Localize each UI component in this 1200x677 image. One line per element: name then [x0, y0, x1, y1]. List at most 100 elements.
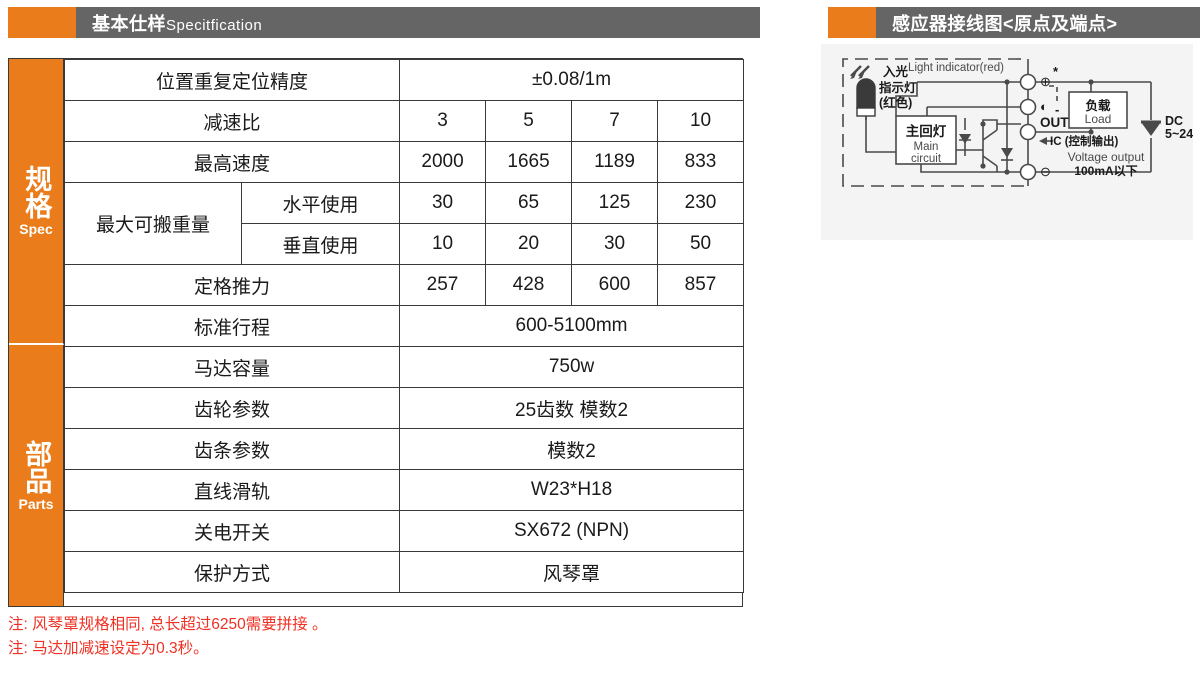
row-value: 模数2 [399, 428, 745, 470]
zener-diode-right-body [1001, 148, 1013, 158]
row-value: 风琴罩 [399, 551, 745, 593]
transistor-emitter-collector [982, 129, 998, 167]
table-row: 齿条参数 模数2 [63, 428, 745, 470]
label-incident-light: 入光 [883, 64, 909, 79]
label-current-limit: 100mA以下 [1074, 164, 1137, 178]
terminal-plus [1019, 73, 1037, 91]
table-row: 保护方式 风琴罩 [63, 551, 745, 593]
label-ic-control: IC (控制输出) [1050, 134, 1119, 148]
table-row: 定格推力 257 428 600 857 [63, 264, 745, 306]
terminal-out [1019, 123, 1037, 141]
row-value-cell: 600 [571, 264, 659, 306]
side-section-parts-cjk: 部品 [21, 439, 52, 494]
junction-dot [980, 163, 986, 169]
led-upper-wire [895, 82, 918, 116]
row-value-cell: 257 [399, 264, 487, 306]
main-circuit-gnd-wire [920, 164, 1021, 173]
diagram-section-header: 感应器接线图<原点及端点> [828, 7, 1200, 38]
row-value-cell: 125 [571, 182, 659, 224]
row-value-cell: 10 [399, 223, 487, 265]
row-label: 定格推力 [63, 264, 401, 306]
spec-header-title: 基本仕样Specitfication [76, 10, 262, 36]
label-load-en: Load [1085, 112, 1112, 126]
row-value-cell: 30 [399, 182, 487, 224]
row-value-cell: 7 [571, 100, 659, 142]
label-main-circuit-en2: circuit [911, 153, 942, 165]
table-row: 垂直使用 10 20 30 50 [65, 223, 745, 265]
row-value: 750w [399, 346, 745, 388]
table-side-labels: 规格 Spec 部品 Parts [9, 59, 64, 606]
row-sublabel: 垂直使用 [240, 223, 401, 265]
load-box [1068, 91, 1128, 129]
table-row: 齿轮参数 25齿数 模数2 [63, 387, 745, 429]
row-value-cell: 20 [485, 223, 573, 265]
label-indicator-lamp: 指示灯 [879, 80, 917, 95]
table-row: 标准行程 600-5100mm [63, 305, 745, 347]
footnote-line: 注: 马达加减速设定为0.3秒。 [8, 640, 209, 658]
table-row: 关电开关 SX672 (NPN) [63, 510, 745, 552]
junction-dot [1088, 129, 1094, 135]
zener-diode-left-body [959, 134, 971, 144]
label-dc-range: 5~24V [1165, 127, 1193, 141]
spec-header-cjk: 基本仕样 [92, 13, 166, 34]
row-label: 齿条参数 [63, 428, 401, 470]
table-row: 减速比 3 5 7 10 [63, 100, 745, 142]
row-value-cell: 857 [657, 264, 745, 306]
row-label: 减速比 [63, 100, 401, 142]
table-row: 位置重复定位精度 ±0.08/1m [63, 59, 745, 101]
row-value-cell: 10 [657, 100, 745, 142]
dc-source-symbol [1141, 122, 1161, 136]
table-row: 最高速度 2000 1665 1189 833 [63, 141, 745, 183]
terminal-indicator [1019, 98, 1037, 116]
sensor-enclosure-dashed-outline [842, 58, 1028, 187]
label-light-indicator: Light indicator(red) [908, 62, 1004, 74]
row-value: SX672 (NPN) [399, 510, 745, 552]
row-label: 直线滑轨 [63, 469, 401, 511]
specification-table-wrapper: 规格 Spec 部品 Parts [8, 58, 745, 607]
led-indicator-glyph [856, 78, 876, 120]
ic-arrow-head [1039, 137, 1047, 145]
side-section-spec-cjk: 规格 [21, 165, 52, 219]
label-dc: DC [1165, 114, 1183, 128]
header-accent-block-diagram [828, 7, 876, 38]
row-value: W23*H18 [399, 469, 745, 511]
label-terminal-plus: ⊕ [1040, 74, 1051, 89]
led-lower-wire [865, 116, 896, 153]
row-value-cell: 833 [657, 141, 745, 183]
incident-light-arrow-head-1 [850, 71, 857, 79]
row-value-cell: 230 [657, 182, 745, 224]
transistor-upper-tie [982, 119, 998, 134]
row-value-cell: 1665 [485, 141, 573, 183]
specification-table: 位置重复定位精度 ±0.08/1m 减速比 3 5 7 10 最高速度 20 [63, 59, 745, 593]
label-out: OUT [1040, 115, 1069, 130]
side-section-spec: 规格 Spec [9, 59, 64, 345]
label-terminal-minus: ⊖ [1040, 164, 1051, 179]
junction-dot [1088, 79, 1094, 85]
side-section-spec-latin: Spec [19, 221, 53, 237]
diagram-header-title: 感应器接线图<原点及端点> [892, 13, 1118, 34]
junction-dot [980, 121, 986, 127]
row-value-cell: 1189 [571, 141, 659, 183]
junction-dot [1004, 79, 1010, 85]
label-main-circuit-cjk: 主回灯 [906, 123, 947, 139]
row-sublabel: 水平使用 [240, 182, 401, 224]
row-label: 最高速度 [63, 141, 401, 183]
row-value: 25齿数 模数2 [399, 387, 745, 429]
specification-grid: 位置重复定位精度 ±0.08/1m 减速比 3 5 7 10 最高速度 20 [63, 59, 745, 606]
row-value-cell: 2000 [399, 141, 487, 183]
table-row: 最大可搬重量 水平使用 30 65 125 230 [64, 182, 745, 265]
spec-header-latin: Specitfication [166, 16, 263, 34]
row-value-cell: 65 [485, 182, 573, 224]
row-label: 马达容量 [63, 346, 401, 388]
label-load-cjk: 负载 [1085, 98, 1111, 113]
incident-light-arrows [850, 65, 870, 77]
row-value-cell: 5 [485, 100, 573, 142]
label-indicator-color: (红色) [879, 95, 912, 110]
terminal-bracket-dashed [1049, 85, 1058, 102]
row-value-cell: 3 [399, 100, 487, 142]
label-terminal-indicator-icon: ◐ [1040, 99, 1048, 114]
row-value: 600-5100mm [399, 305, 745, 347]
row-label: 保护方式 [63, 551, 401, 593]
row-value: ±0.08/1m [399, 59, 745, 101]
